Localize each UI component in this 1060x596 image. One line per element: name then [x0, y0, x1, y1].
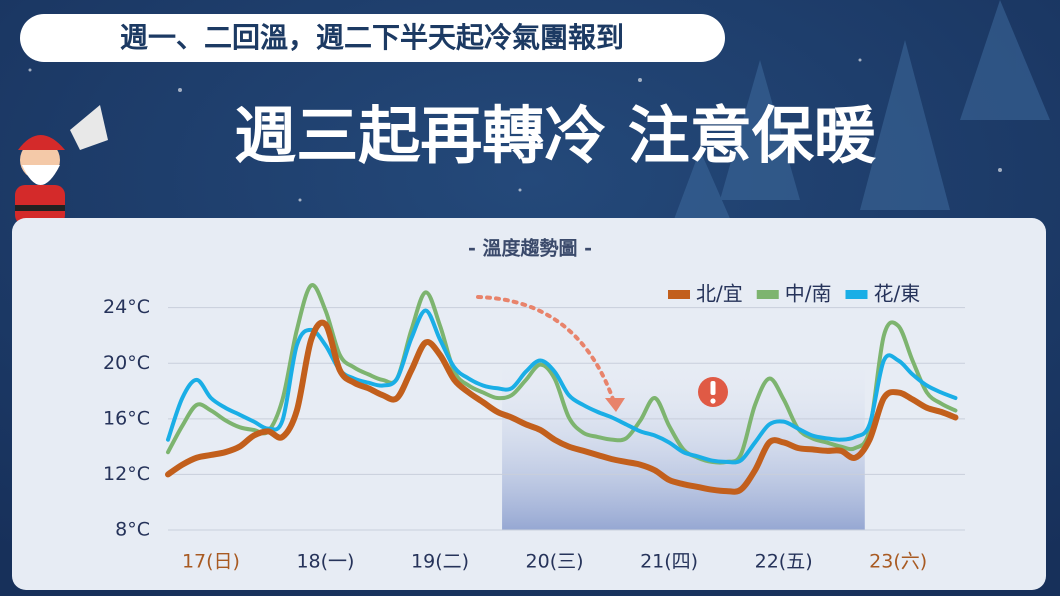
- x-tick-label: 17(日): [182, 551, 240, 573]
- x-tick-label: 20(三): [526, 551, 584, 573]
- snow: [28, 58, 1002, 202]
- x-tick-label: 23(六): [869, 551, 927, 573]
- x-tick-label: 19(二): [411, 551, 469, 573]
- temperature-line: [165, 319, 959, 495]
- y-tick-label: 16°C: [103, 407, 150, 429]
- y-tick-label: 12°C: [103, 463, 150, 485]
- x-tick-label: 21(四): [640, 551, 698, 573]
- chart-title: - 溫度趨勢圖 -: [468, 237, 592, 260]
- subtitle-pill: [20, 14, 725, 62]
- legend-label: 北/宜: [696, 282, 743, 306]
- legend-swatch: [845, 290, 868, 299]
- x-tick-label: 22(五): [755, 551, 813, 573]
- legend-swatch: [756, 290, 779, 299]
- plot: 8°C 12°C 16°C 20°C 24°C 17(日) 18(一) 19(二) 20(三) 2…: [103, 282, 965, 573]
- subtitle: 週一、二回溫，週二下半天起冷氣團報到: [120, 21, 624, 54]
- headline: 週三起再轉冷 注意保暖: [234, 99, 877, 172]
- trend-arrow: [476, 295, 617, 407]
- temperature-line: [166, 308, 958, 465]
- y-tick-label: 24°C: [103, 296, 150, 318]
- trees: [670, 0, 1050, 230]
- legend-label: 花/東: [874, 282, 921, 306]
- legend-label: 中/南: [785, 282, 832, 306]
- legend-swatch: [668, 290, 690, 299]
- y-tick-label: 20°C: [103, 352, 150, 374]
- x-tick-label: 18(一): [296, 551, 354, 573]
- y-tick-label: 8°C: [115, 519, 150, 541]
- arrow-head: [605, 398, 625, 412]
- temperature-line: [166, 283, 958, 465]
- warning-icon: [698, 377, 728, 407]
